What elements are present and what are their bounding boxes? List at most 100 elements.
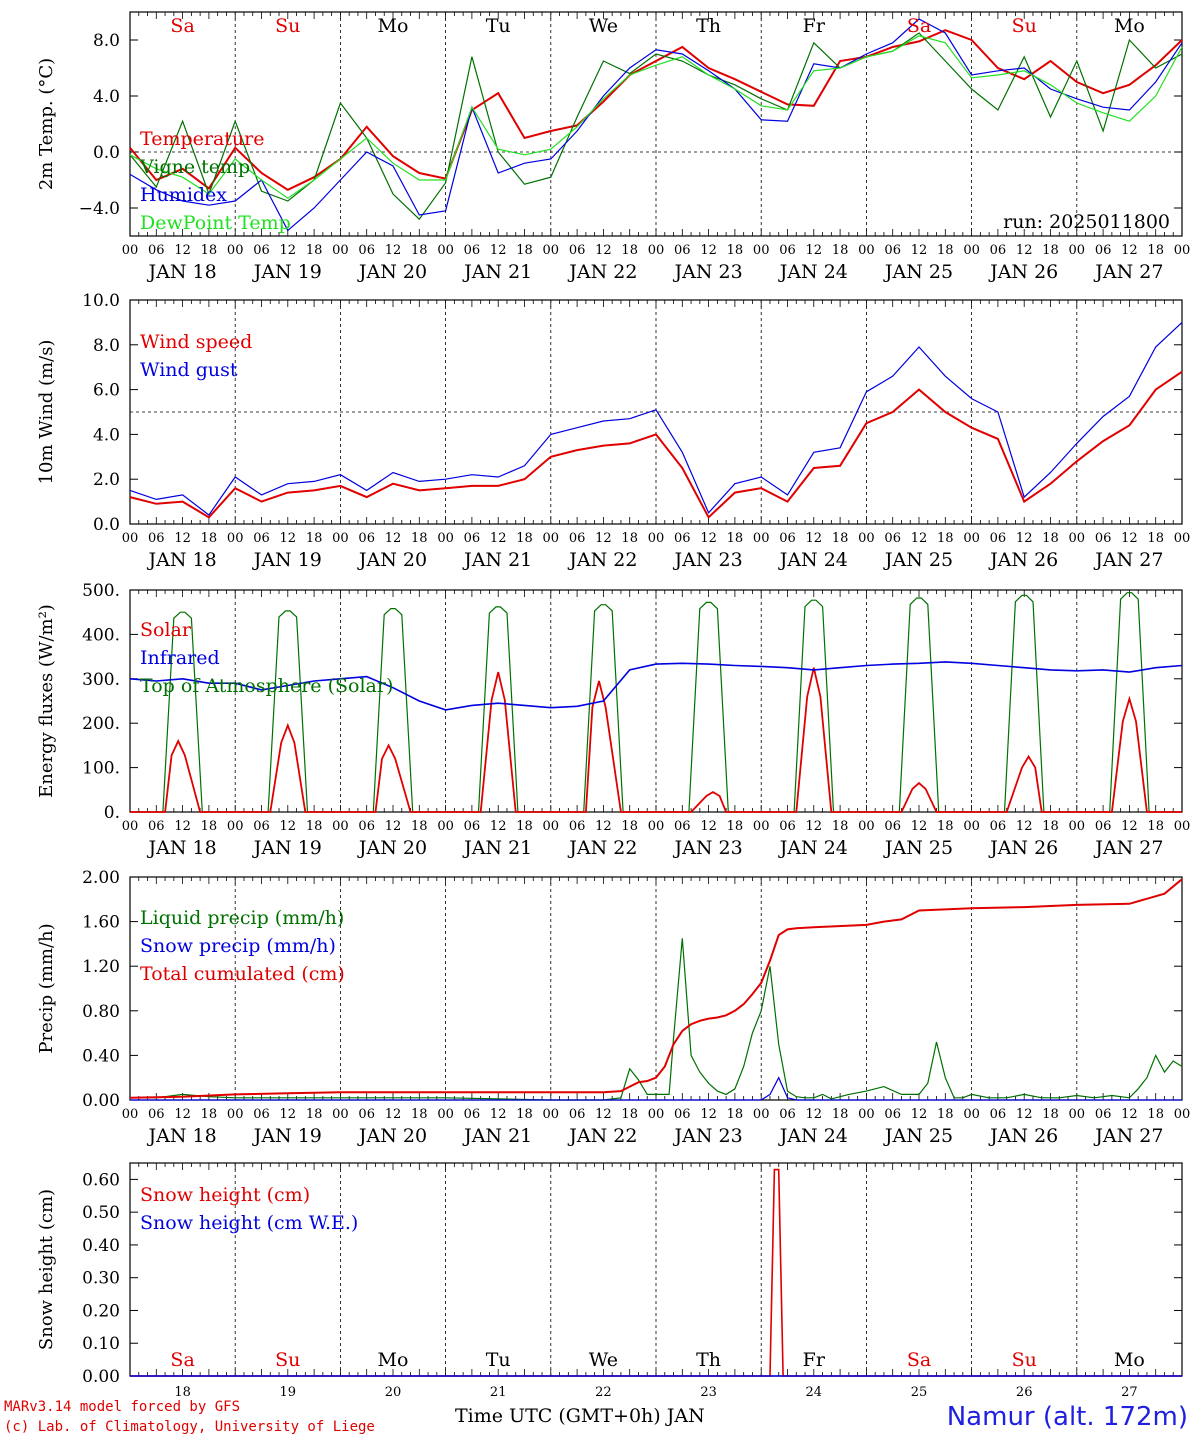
hour-tick-label: 00 <box>543 243 560 258</box>
station-name: Namur (alt. 172m) <box>946 1402 1188 1432</box>
hour-tick-label: 00 <box>227 531 244 546</box>
hour-tick-label: 00 <box>122 1107 139 1122</box>
hour-tick-label: 06 <box>464 1107 481 1122</box>
hour-tick-label: 12 <box>385 531 402 546</box>
hour-tick-label: 18 <box>201 1107 218 1122</box>
date-label: JAN 25 <box>883 549 953 571</box>
meteogram-svg: 00 06 12 18 00 06 12 18 00 06 12 18 00 06 12 18 00 06 12 18… <box>36 11 1190 1400</box>
hour-tick-label: 06 <box>884 531 901 546</box>
hour-tick-label: 00 <box>753 531 770 546</box>
hour-tick-label: 00 <box>543 531 560 546</box>
hour-tick-label: 18 <box>306 243 323 258</box>
hour-tick-label: 00 <box>122 819 139 834</box>
hour-tick-label: 18 <box>621 819 638 834</box>
hour-tick-label: 12 <box>1016 1107 1033 1122</box>
date-label: JAN 18 <box>147 1125 217 1147</box>
legend-2-entry: Top of Atmosphere (Solar) <box>140 675 393 697</box>
temp-series-line-1 <box>129 32 1183 221</box>
hour-tick-label: 00 <box>1069 1107 1086 1122</box>
hour-tick-label: 12 <box>911 243 928 258</box>
weekday-label: We <box>589 15 618 37</box>
y-tick-label: 2.00 <box>82 868 120 888</box>
hour-tick-label: 18 <box>411 819 428 834</box>
date-label: JAN 23 <box>673 837 743 859</box>
day-number-label: 18 <box>174 1385 191 1400</box>
hour-tick-label: 00 <box>648 243 665 258</box>
hour-tick-label: 06 <box>358 819 375 834</box>
hour-tick-label: 18 <box>201 531 218 546</box>
hour-tick-label: 18 <box>621 243 638 258</box>
hour-tick-label: 06 <box>1095 531 1112 546</box>
date-label: JAN 25 <box>883 261 953 283</box>
hour-tick-label: 12 <box>595 1107 612 1122</box>
hour-tick-label: 00 <box>227 819 244 834</box>
y-tick-label: 100. <box>82 759 120 779</box>
temp-series-line-0 <box>129 29 1183 191</box>
hour-tick-label: 12 <box>1121 819 1138 834</box>
hour-tick-label: 06 <box>990 819 1007 834</box>
y-tick-label: 8.0 <box>93 31 120 51</box>
y-tick-label: 0.0 <box>93 143 120 163</box>
hour-tick-label: 12 <box>280 243 297 258</box>
y-tick-label: 1.20 <box>82 957 120 977</box>
hour-tick-label: 12 <box>1016 819 1033 834</box>
hour-tick-label: 12 <box>490 1107 507 1122</box>
day-number-label: 23 <box>700 1385 717 1400</box>
hour-tick-label: 12 <box>700 1107 717 1122</box>
hour-tick-label: 12 <box>1121 531 1138 546</box>
hour-tick-label: 12 <box>806 1107 823 1122</box>
hour-tick-label: 18 <box>1147 1107 1164 1122</box>
hour-tick-label: 18 <box>937 531 954 546</box>
hour-tick-label: 12 <box>174 243 191 258</box>
hour-tick-label: 00 <box>858 243 875 258</box>
hour-tick-label: 06 <box>884 1107 901 1122</box>
y-tick-label: 6.0 <box>93 381 120 401</box>
hour-tick-label: 18 <box>516 1107 533 1122</box>
y-tick-label: 0.00 <box>82 1091 120 1111</box>
y-tick-label: 400. <box>82 625 120 645</box>
legend-0-entry: DewPoint Temp <box>140 212 291 234</box>
date-label: JAN 26 <box>988 837 1058 859</box>
hour-tick-label: 06 <box>148 1107 165 1122</box>
y-axis-label: Precip (mm/h) <box>36 923 57 1053</box>
y-tick-label: 0.20 <box>82 1301 120 1321</box>
date-label: JAN 26 <box>988 1125 1058 1147</box>
hour-tick-label: 00 <box>437 243 454 258</box>
y-tick-label: 0.0 <box>93 515 120 535</box>
y-tick-label: 500. <box>82 581 120 601</box>
y-tick-label: 10.0 <box>82 291 120 311</box>
y-tick-label: 0.60 <box>82 1170 120 1190</box>
hour-tick-label: 06 <box>779 243 796 258</box>
legend-3-entry: Snow precip (mm/h) <box>140 935 336 957</box>
hour-tick-label: 18 <box>201 243 218 258</box>
hour-tick-label: 12 <box>911 819 928 834</box>
date-label: JAN 20 <box>357 837 427 859</box>
legend-0-entry: Humidex <box>140 184 227 206</box>
y-tick-label: 0.30 <box>82 1269 120 1289</box>
hour-tick-label: 18 <box>1147 243 1164 258</box>
y-tick-label: 300. <box>82 670 120 690</box>
date-label: JAN 19 <box>252 837 322 859</box>
y-axis-label: Energy fluxes (W/m²) <box>36 604 57 798</box>
hour-tick-label: 00 <box>1069 531 1086 546</box>
hour-tick-label: 12 <box>490 531 507 546</box>
hour-tick-label: 06 <box>884 243 901 258</box>
x-axis-title: Time UTC (GMT+0h) JAN <box>455 1405 705 1427</box>
weekday-label: Sa <box>170 15 194 37</box>
hour-tick-label: 12 <box>700 531 717 546</box>
hour-tick-label: 00 <box>648 819 665 834</box>
hour-tick-label: 06 <box>148 819 165 834</box>
y-tick-label: 0.40 <box>82 1236 120 1256</box>
hour-tick-label: 18 <box>411 1107 428 1122</box>
hour-tick-label: 00 <box>437 1107 454 1122</box>
date-label: JAN 21 <box>462 837 532 859</box>
hour-tick-label: 18 <box>1042 243 1059 258</box>
hour-tick-label: 00 <box>858 531 875 546</box>
weekday-label: Fr <box>803 1349 826 1371</box>
weekday-label: Su <box>1012 1349 1037 1371</box>
hour-tick-label: 12 <box>385 819 402 834</box>
day-number-label: 21 <box>490 1385 507 1400</box>
hour-tick-label: 18 <box>1147 531 1164 546</box>
y-tick-label: −4.0 <box>79 199 120 219</box>
